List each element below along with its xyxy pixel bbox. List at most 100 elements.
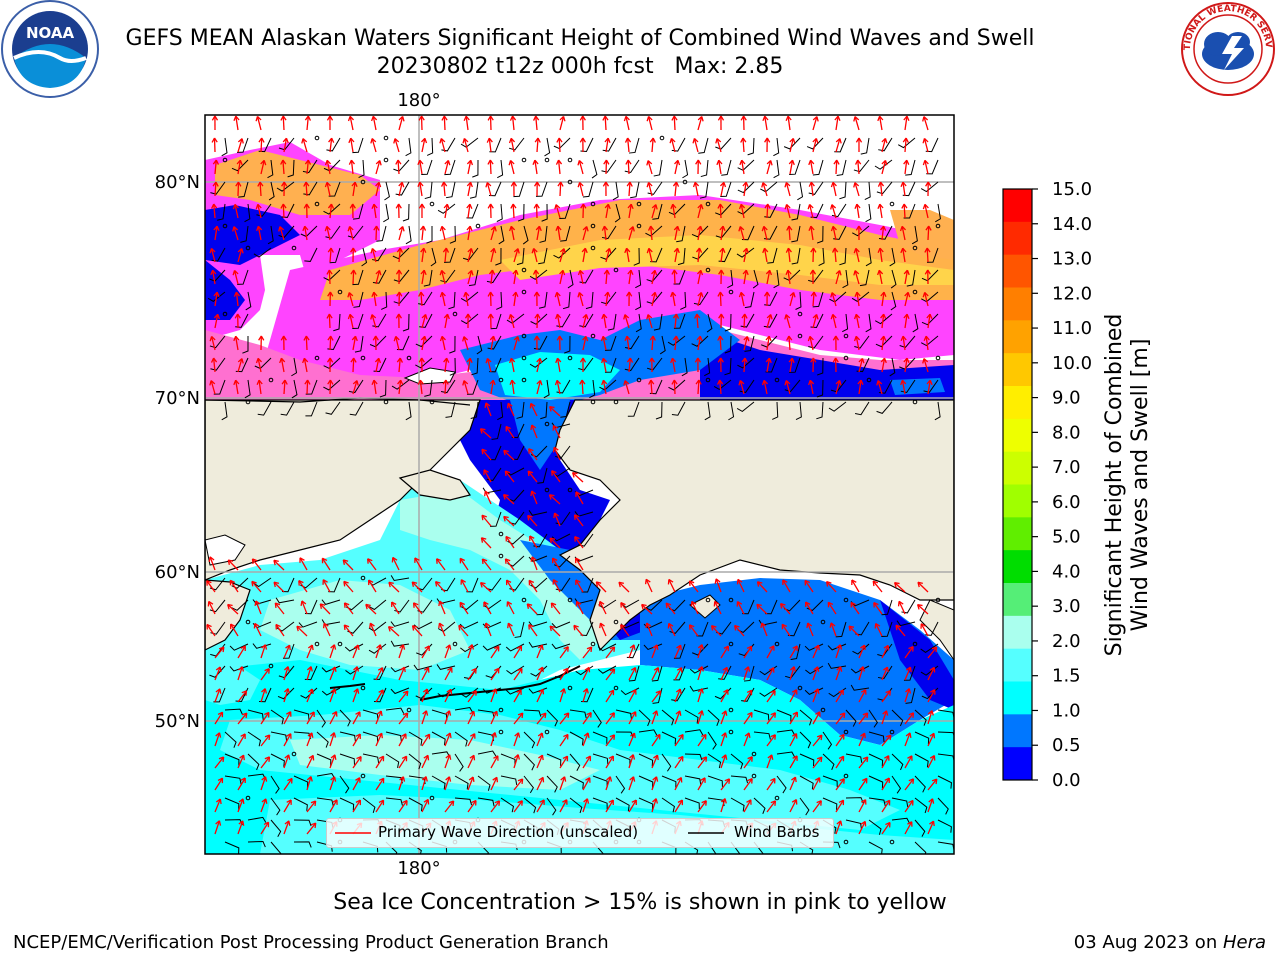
wind-barb: [459, 621, 479, 629]
wave-direction-arrow: [872, 580, 883, 593]
wave-direction-arrowhead: [756, 581, 763, 587]
wave-direction-arrowhead: [419, 225, 427, 231]
lon-label-top: 180°: [397, 90, 440, 111]
wave-direction-arrowhead: [857, 379, 864, 386]
wave-direction-arrowhead: [647, 225, 655, 231]
wind-barb: [408, 753, 422, 770]
wave-direction-arrowhead: [528, 624, 534, 630]
wave-direction-arrowhead: [264, 711, 270, 718]
wind-barb: [845, 709, 857, 727]
wave-direction-arrowhead: [832, 357, 839, 363]
wave-direction-arrow: [481, 448, 492, 461]
wind-barb-calm: [590, 333, 596, 339]
wave-direction-arrowhead: [853, 313, 861, 320]
noaa-logo-text: NOAA: [26, 24, 75, 42]
wave-direction-arrow: [925, 336, 929, 351]
wind-barb: [316, 797, 334, 806]
wind-barb: [538, 291, 548, 309]
wave-direction-arrow: [329, 335, 332, 351]
wave-direction-arrow: [857, 159, 860, 175]
wave-direction-arrowhead: [209, 380, 216, 386]
wave-direction-arrowhead: [674, 159, 681, 166]
wave-direction-arrowhead: [675, 710, 682, 716]
wave-direction-arrow: [260, 160, 265, 175]
wave-direction-arrowhead: [766, 160, 773, 166]
wind-barb: [291, 357, 298, 377]
wind-barb: [209, 335, 226, 349]
wave-direction-arrowhead: [738, 291, 745, 298]
wave-direction-arrowhead: [779, 602, 786, 609]
wave-direction-arrowhead: [375, 160, 382, 166]
wave-direction-arrow: [227, 559, 239, 571]
wave-direction-arrow: [352, 711, 361, 725]
wave-direction-arrowhead: [530, 556, 537, 562]
wind-barb-calm: [360, 685, 366, 691]
wave-direction-arrow: [881, 160, 887, 175]
wave-direction-arrow: [739, 380, 745, 395]
wind-barb: [559, 203, 571, 220]
wave-direction-arrowhead: [692, 138, 699, 144]
wave-direction-arrow: [490, 755, 499, 769]
wave-direction-arrowhead: [804, 579, 810, 586]
wave-direction-arrowhead: [555, 357, 562, 364]
wave-direction-arrow: [671, 292, 676, 307]
wave-direction-arrow: [467, 644, 473, 659]
wave-direction-arrow: [628, 644, 635, 659]
wave-direction-arrow: [306, 160, 309, 175]
wave-direction-arrow: [283, 778, 293, 791]
wave-direction-arrowhead: [710, 625, 717, 631]
wind-barb: [839, 181, 847, 200]
wave-direction-arrowhead: [256, 225, 263, 232]
wave-direction-arrowhead: [880, 225, 887, 231]
wave-direction-arrow: [904, 270, 909, 285]
wave-direction-arrowhead: [434, 581, 441, 587]
wind-barb: [352, 137, 364, 154]
wave-direction-arrowhead: [577, 292, 584, 298]
wind-barb: [237, 137, 249, 153]
wave-direction-arrowhead: [467, 247, 474, 254]
wave-direction-arrowhead: [397, 379, 404, 385]
wind-barb: [850, 665, 870, 674]
wave-direction-arrowhead: [280, 115, 287, 121]
wind-barb: [476, 335, 483, 355]
wind-barb-calm: [590, 201, 596, 207]
wave-direction-arrow: [835, 755, 845, 769]
wave-direction-arrow: [720, 226, 724, 241]
wave-direction-arrow: [467, 776, 474, 791]
wave-direction-arrow: [443, 115, 446, 131]
noaa-logo: NOAA: [1, 0, 99, 98]
wave-direction-arrow: [503, 449, 515, 461]
wave-direction-arrow: [812, 777, 821, 791]
wind-barb: [353, 291, 364, 308]
wave-direction-arrow: [484, 490, 492, 505]
wave-direction-arrow: [628, 732, 636, 747]
wave-direction-arrow: [835, 380, 841, 395]
wave-direction-arrow: [533, 248, 538, 263]
wave-direction-arrowhead: [669, 137, 676, 144]
wave-direction-arrow: [465, 116, 469, 131]
colorbar-swatch: [1003, 681, 1032, 715]
wind-barb: [560, 225, 571, 242]
wave-direction-arrowhead: [330, 688, 337, 694]
wave-direction-arrowhead: [210, 269, 217, 276]
wave-direction-arrowhead: [630, 711, 637, 717]
wave-direction-arrow: [743, 313, 746, 329]
wave-direction-arrow: [375, 667, 384, 681]
wave-direction-arrow: [480, 582, 492, 593]
wind-barb: [905, 159, 916, 176]
wind-barb: [544, 137, 551, 157]
colorbar-tick-label: 14.0: [1052, 214, 1092, 235]
wave-direction-arrow: [260, 137, 263, 153]
colorbar-swatch: [1003, 583, 1032, 617]
wave-direction-arrowhead: [466, 357, 473, 364]
wind-barb: [270, 819, 282, 837]
wind-barb: [845, 819, 862, 830]
wave-direction-arrow: [504, 558, 515, 571]
wind-barb: [671, 687, 686, 702]
wave-direction-arrowhead: [343, 602, 350, 608]
wave-direction-arrow: [812, 138, 818, 153]
wind-barb: [509, 577, 525, 591]
wave-direction-arrowhead: [212, 159, 220, 165]
wind-barb: [555, 577, 571, 592]
wave-direction-arrowhead: [812, 116, 819, 122]
